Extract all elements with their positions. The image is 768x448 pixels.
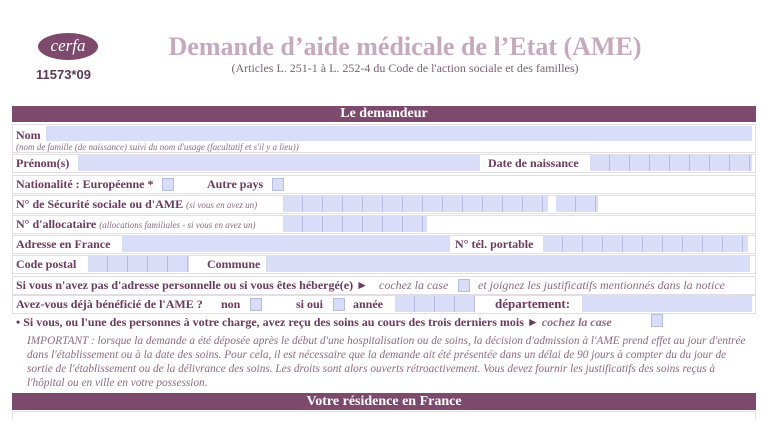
secu-input[interactable] bbox=[283, 196, 548, 212]
row-residence bbox=[12, 411, 756, 419]
heberge-suite: et joignez les justificatifs mentionnés … bbox=[478, 278, 725, 292]
allocataire-label: N° d'allocataire (allocations familiales… bbox=[16, 217, 255, 232]
date-naissance-input[interactable] bbox=[590, 155, 752, 171]
tel-label: N° tél. portable bbox=[455, 237, 534, 251]
heberge-checkbox[interactable] bbox=[458, 279, 470, 292]
si-oui-checkbox[interactable] bbox=[333, 298, 345, 311]
secu-key-input[interactable] bbox=[556, 196, 598, 212]
cerfa-logo: cerfa bbox=[38, 33, 98, 60]
non-label: non bbox=[221, 297, 241, 311]
allocataire-input[interactable] bbox=[283, 216, 427, 232]
code-postal-label: Code postal bbox=[16, 257, 77, 271]
ame-question: Avez-vous déjà bénéficié de l'AME ? bbox=[16, 297, 203, 311]
allocataire-label-text: N° d'allocataire bbox=[16, 217, 97, 231]
form-number: 11573*09 bbox=[36, 67, 91, 82]
page-title: Demande d’aide médicale de l’Etat (AME) bbox=[168, 32, 642, 61]
europeenne-checkbox[interactable] bbox=[162, 178, 174, 191]
soins-case-label: cochez la case bbox=[541, 315, 612, 329]
date-naissance-label: Date de naissance bbox=[488, 156, 579, 170]
adresse-label: Adresse en France bbox=[16, 237, 111, 251]
prenom-input[interactable] bbox=[78, 155, 480, 171]
departement-label: département: bbox=[495, 296, 571, 311]
autre-pays-label: Autre pays bbox=[207, 177, 264, 191]
heberge-case-label: cochez la case bbox=[379, 278, 449, 292]
commune-label: Commune bbox=[207, 257, 261, 271]
important-notice: IMPORTANT : lorsque la demande a été dép… bbox=[27, 335, 746, 389]
code-postal-input[interactable] bbox=[88, 256, 189, 272]
tel-input[interactable] bbox=[543, 236, 748, 252]
secu-hint: (si vous en avez un) bbox=[186, 200, 258, 210]
soins-checkbox[interactable] bbox=[651, 314, 663, 327]
section-header-residence: Votre résidence en France bbox=[12, 393, 756, 410]
section-header-demandeur: Le demandeur bbox=[12, 106, 756, 122]
row-ame bbox=[12, 295, 756, 314]
autre-pays-checkbox[interactable] bbox=[272, 178, 284, 191]
nom-input[interactable] bbox=[46, 126, 752, 141]
annee-input[interactable] bbox=[395, 296, 475, 312]
soins-label: Si vous, ou l'une des personnes à votre … bbox=[23, 315, 539, 329]
si-oui-label: si oui bbox=[296, 297, 324, 311]
adresse-input[interactable] bbox=[122, 236, 450, 252]
heberge-label: Si vous n'avez pas d'adresse personnelle… bbox=[16, 278, 368, 292]
row-nationalite bbox=[12, 175, 756, 194]
secu-label: N° de Sécurité sociale ou d'AME (si vous… bbox=[16, 197, 257, 212]
nom-label: Nom bbox=[16, 128, 41, 142]
soins-line: • Si vous, ou l'une des personnes à votr… bbox=[16, 315, 612, 329]
allocataire-hint: (allocations familiales - si vous en ave… bbox=[99, 220, 256, 230]
commune-input[interactable] bbox=[266, 256, 750, 272]
non-checkbox[interactable] bbox=[250, 298, 262, 311]
annee-label: année bbox=[353, 297, 383, 311]
row-heberge bbox=[12, 276, 756, 295]
page-subtitle: (Articles L. 251-1 à L. 252-4 du Code de… bbox=[231, 61, 579, 75]
prenom-label: Prénom(s) bbox=[16, 156, 70, 170]
nationalite-label: Nationalité : Européenne * bbox=[16, 177, 154, 191]
nom-hint: (nom de famille (de naissance) suivi du … bbox=[16, 142, 299, 152]
secu-label-text: N° de Sécurité sociale ou d'AME bbox=[16, 197, 184, 211]
departement-input[interactable] bbox=[582, 296, 752, 312]
